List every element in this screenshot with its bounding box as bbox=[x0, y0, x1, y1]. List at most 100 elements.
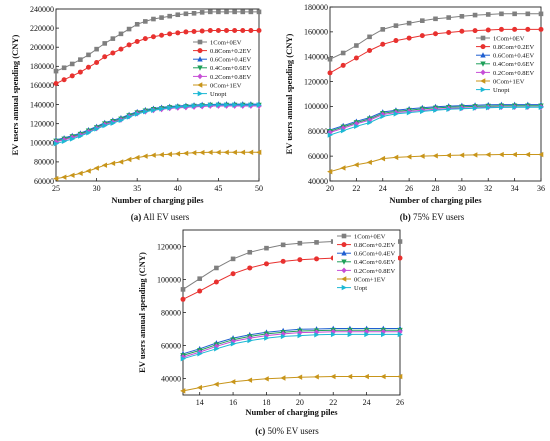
data-point bbox=[197, 276, 202, 281]
data-point bbox=[180, 296, 186, 302]
data-point bbox=[397, 239, 403, 244]
x-tick-label: 32 bbox=[484, 184, 492, 193]
chart-caption: (a) All EV users bbox=[131, 212, 190, 222]
data-point bbox=[485, 104, 492, 111]
data-point bbox=[126, 156, 132, 163]
data-point bbox=[280, 331, 286, 337]
data-point bbox=[230, 341, 236, 347]
data-point bbox=[256, 149, 262, 156]
data-point bbox=[53, 175, 59, 182]
data-point bbox=[126, 114, 132, 120]
data-point bbox=[314, 256, 320, 262]
data-point bbox=[85, 64, 91, 70]
legend-label: 0.4Com+0.6EV bbox=[493, 61, 535, 68]
data-point bbox=[94, 46, 99, 52]
data-point bbox=[180, 388, 186, 394]
data-point bbox=[232, 9, 237, 15]
series-1Com+0EV bbox=[53, 9, 262, 74]
legend-label: 1Com+0EV bbox=[354, 233, 386, 240]
legend-entry: 1Com+0EV bbox=[476, 35, 525, 42]
series-Uopt bbox=[180, 331, 403, 362]
data-point bbox=[167, 13, 172, 19]
data-point bbox=[446, 106, 452, 112]
data-point bbox=[327, 70, 333, 76]
data-point bbox=[472, 152, 478, 158]
data-point bbox=[340, 50, 346, 56]
data-point bbox=[247, 149, 254, 156]
data-point bbox=[446, 29, 452, 35]
data-point bbox=[183, 150, 189, 156]
series-0.6Com+0.4EV bbox=[53, 101, 262, 143]
legend-entry: 1Com+0EV bbox=[193, 39, 242, 46]
legend-marker bbox=[197, 82, 203, 88]
data-point bbox=[330, 331, 337, 338]
data-point bbox=[110, 50, 116, 56]
legend-label: 0.6Com+0.4EV bbox=[210, 57, 252, 64]
legend-marker bbox=[197, 73, 203, 80]
data-point bbox=[381, 331, 387, 338]
legend-marker bbox=[341, 267, 347, 274]
legend-entry: 0Com+1EV bbox=[337, 276, 386, 283]
data-point bbox=[151, 16, 156, 22]
y-axis-label: EV users annual spending (CNY) bbox=[10, 34, 20, 155]
data-point bbox=[175, 12, 181, 18]
legend-marker bbox=[197, 90, 203, 97]
data-point bbox=[134, 38, 140, 44]
chart-a: 25 30 35 40 45 50 60000 80000 100000 120000 140000… bbox=[10, 5, 263, 222]
data-point bbox=[420, 108, 426, 115]
data-point bbox=[197, 351, 203, 357]
data-point bbox=[263, 332, 270, 339]
data-point bbox=[118, 117, 124, 124]
data-point bbox=[280, 333, 287, 340]
data-point bbox=[256, 9, 262, 15]
legend-marker bbox=[341, 242, 347, 248]
legend-entry: 0Com+1EV bbox=[476, 78, 525, 85]
data-point bbox=[327, 56, 333, 62]
data-point bbox=[280, 258, 286, 264]
data-point bbox=[327, 168, 333, 175]
data-point bbox=[239, 149, 246, 156]
data-point bbox=[406, 109, 413, 116]
legend-label: Uopt bbox=[354, 285, 367, 292]
legend-entry: 0.2Com+0.8EV bbox=[476, 69, 535, 77]
data-point bbox=[367, 48, 373, 53]
legend-label: 0Com+1EV bbox=[210, 82, 242, 89]
legend-marker bbox=[480, 61, 486, 67]
data-point bbox=[472, 28, 478, 34]
x-tick-label: 26 bbox=[405, 184, 413, 193]
legend-marker bbox=[341, 284, 347, 291]
data-point bbox=[166, 151, 172, 157]
data-point bbox=[485, 151, 491, 158]
data-point bbox=[538, 11, 544, 17]
y-tick-label: 200000 bbox=[30, 43, 54, 52]
data-point bbox=[191, 28, 197, 34]
data-point bbox=[433, 107, 439, 113]
data-point bbox=[69, 61, 75, 67]
legend-entry: 0Com+1EV bbox=[193, 82, 242, 89]
data-point bbox=[180, 356, 186, 362]
data-point bbox=[446, 15, 451, 20]
data-point bbox=[397, 331, 403, 338]
data-point bbox=[93, 165, 99, 171]
data-point bbox=[397, 373, 403, 380]
data-point bbox=[363, 373, 369, 380]
data-point bbox=[101, 162, 108, 168]
data-point bbox=[296, 374, 303, 380]
legend-label: 0.4Com+0.6EV bbox=[210, 65, 252, 72]
legend-entry: Unopt bbox=[193, 90, 226, 98]
legend-label: 0Com+1EV bbox=[354, 276, 386, 283]
data-point bbox=[525, 104, 531, 110]
data-point bbox=[207, 102, 214, 108]
y-axis-label: EV users annual spending (CNY) bbox=[137, 252, 147, 373]
data-point bbox=[183, 29, 189, 35]
y-tick-label: 80000 bbox=[34, 158, 54, 167]
y-tick-label: 60000 bbox=[34, 177, 54, 186]
data-point bbox=[77, 170, 83, 177]
data-point bbox=[524, 151, 531, 158]
y-tick-label: 120000 bbox=[30, 119, 54, 128]
series-line bbox=[55, 105, 259, 143]
data-point bbox=[406, 20, 412, 26]
y-tick-label: 80000 bbox=[161, 308, 181, 317]
data-point bbox=[53, 138, 59, 145]
data-point bbox=[214, 346, 220, 352]
